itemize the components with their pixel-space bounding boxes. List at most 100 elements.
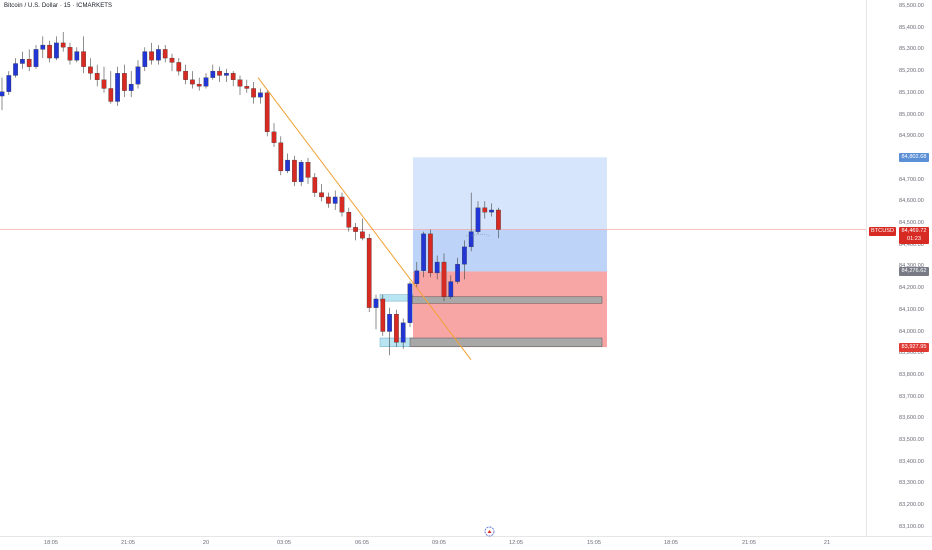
candle-down [230, 73, 236, 80]
candle-up [6, 75, 12, 92]
candle-up [448, 281, 454, 297]
candle-down [380, 298, 386, 332]
candle-up [489, 209, 494, 213]
candle-down [278, 142, 284, 172]
candle-down [244, 86, 250, 89]
time-tick-label: 21:05 [742, 540, 756, 546]
candle-up [387, 313, 392, 332]
candle-up [135, 66, 141, 85]
candle-down [169, 57, 175, 63]
time-tick-label: 09:05 [432, 540, 446, 546]
candle-up [13, 63, 18, 76]
candle-down [326, 196, 331, 204]
candle-down [305, 162, 311, 178]
price-tick-label: 85,500.00 [899, 3, 924, 9]
time-tick-label: 06:05 [355, 540, 369, 546]
candle-up [407, 283, 413, 323]
candle-down [47, 44, 52, 59]
price-scale-border [866, 0, 867, 536]
time-tick-label: 03:05 [277, 540, 291, 546]
countdown-tag: 01:23 [899, 235, 929, 244]
candle-down [482, 207, 488, 213]
price-tick-label: 83,400.00 [899, 458, 924, 465]
price-tick-label: 83,600.00 [899, 415, 924, 422]
candle-up [74, 51, 80, 61]
time-tick-label: 12:05 [509, 540, 523, 546]
candle-down [217, 70, 222, 76]
price-tick-label: 84,600.00 [899, 198, 924, 205]
candle-down [88, 66, 93, 74]
candle-up [434, 261, 440, 274]
time-tick-label: 18:05 [44, 540, 58, 546]
candle-down [339, 196, 345, 213]
candle-down [271, 131, 277, 143]
candle-down [360, 231, 365, 239]
time-tick-label: 18:05 [664, 540, 678, 546]
candle-up [400, 322, 406, 343]
projection-arrow [465, 233, 491, 237]
price-tick-label: 83,200.00 [899, 502, 924, 509]
candle-up [203, 77, 209, 87]
candle-up [33, 49, 39, 67]
candle-down [237, 79, 243, 87]
candle-down [108, 88, 114, 102]
candle-down [366, 238, 372, 308]
tradingview-logo-icon[interactable] [484, 526, 495, 537]
price-tick-label: 85,400.00 [899, 24, 924, 31]
price-tick-label: 84,900.00 [899, 133, 924, 140]
candle-down [428, 233, 433, 274]
time-scale-border [0, 536, 932, 537]
candle-down [353, 227, 358, 232]
time-tick-label: 15:05 [587, 540, 601, 546]
candle-down [60, 42, 66, 48]
candle-up [332, 196, 338, 204]
last-price-tag: 84,469.72 [899, 227, 929, 236]
price-tick-label: 84,300.00 [899, 263, 924, 269]
candle-down [196, 83, 202, 87]
candle-down [94, 73, 100, 80]
order-block-box [409, 296, 603, 304]
candle-down [176, 62, 182, 72]
candle-up [224, 73, 229, 76]
chart-title: Bitcoin / U.S. Dollar · 15 · ICMARKETS [4, 3, 113, 9]
candle-up [142, 51, 148, 67]
candle-up [421, 233, 426, 271]
price-tick-label: 85,200.00 [899, 68, 924, 75]
price-tick-label: 85,000.00 [899, 111, 924, 118]
price-tick-label: 84,400.00 [899, 241, 924, 248]
candle-down [26, 59, 32, 67]
candle-down [346, 211, 352, 228]
candle-up [475, 207, 481, 232]
candle-down [496, 209, 501, 230]
candle-down [67, 47, 73, 61]
price-tick-label: 84,100.00 [899, 306, 924, 313]
candle-up [455, 264, 460, 282]
candle-down [183, 70, 188, 80]
candle-up [258, 92, 263, 98]
candle-up [0, 91, 5, 97]
candle-down [81, 51, 86, 67]
order-block-box [409, 337, 603, 347]
price-tick-label: 85,100.00 [899, 89, 924, 96]
target-price-tag: 84,802.68 [899, 152, 929, 162]
price-tick-label: 83,700.00 [899, 393, 924, 400]
price-tick-label: 83,300.00 [899, 480, 924, 487]
symbol-tag: BTCUSD [869, 227, 896, 236]
candle-down [190, 79, 195, 85]
candle-up [298, 162, 304, 182]
price-tick-label: 83,100.00 [899, 523, 924, 530]
candle-up [20, 59, 25, 64]
entry-price-tag: 84,276.62 [899, 266, 929, 276]
candle-up [156, 49, 161, 61]
candle-down [312, 177, 318, 193]
price-tick-label: 84,000.00 [899, 328, 924, 335]
candle-up [414, 270, 420, 284]
candle-up [40, 44, 46, 50]
candle-up [462, 246, 467, 265]
candle-down [162, 49, 168, 59]
candle-down [319, 192, 324, 198]
candle-down [101, 79, 107, 89]
trendline [257, 77, 472, 361]
